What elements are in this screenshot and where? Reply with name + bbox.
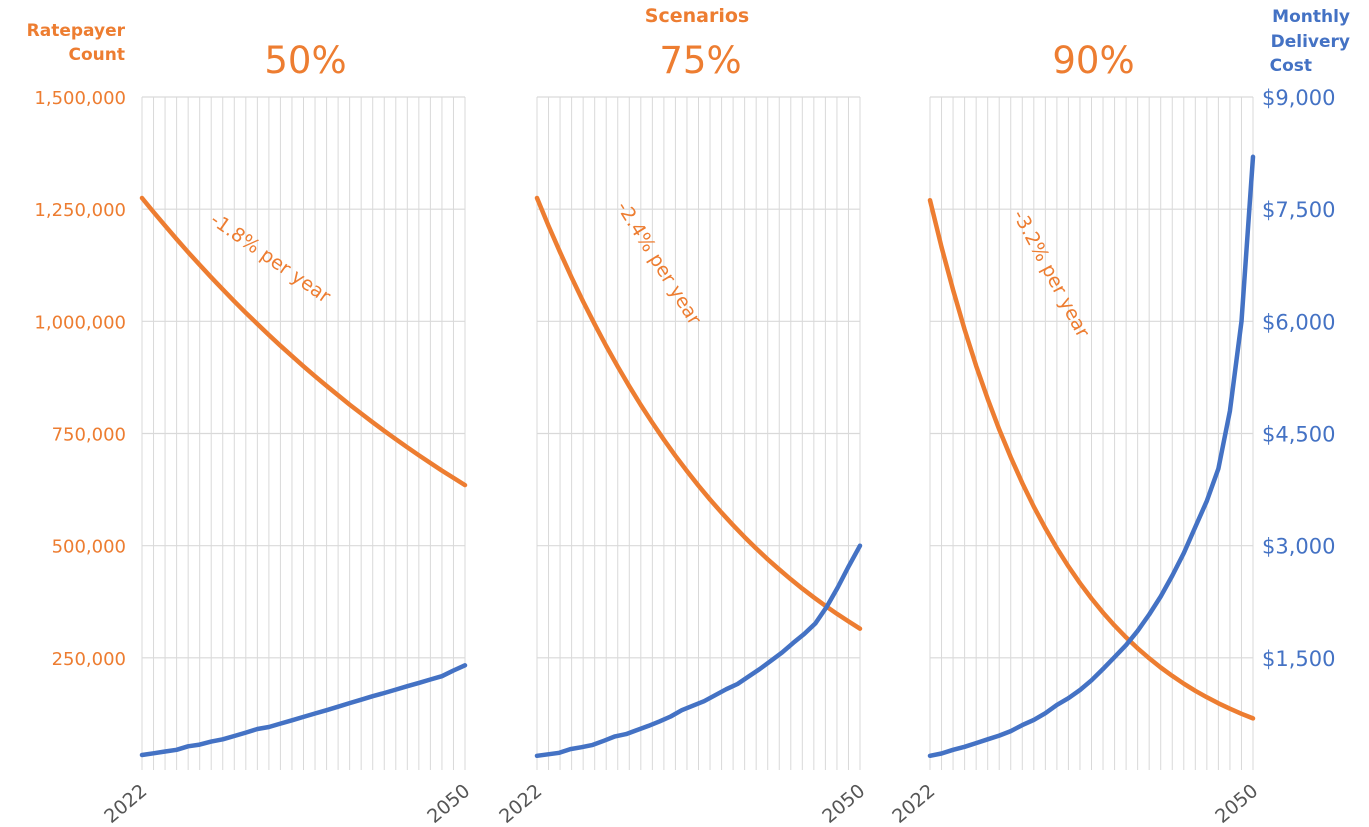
left-axis-ticks: 250,000 500,000 750,000 1,000,000 1,250,000 1… xyxy=(34,88,126,670)
ratepayer-count-line xyxy=(534,195,863,631)
right-axis-tick-label: $3,000 xyxy=(1262,535,1335,559)
ratepayer-count-line xyxy=(927,197,1256,721)
right-axis-tick-label: $7,500 xyxy=(1262,198,1335,222)
x-tick-label: 2050 xyxy=(818,780,869,827)
left-axis-tick-label: 750,000 xyxy=(52,425,126,446)
right-axis-tick-label: $6,000 xyxy=(1262,310,1335,334)
monthly-cost-line xyxy=(534,543,863,759)
left-axis-title-line-1: Ratepayer xyxy=(27,21,126,41)
monthly-cost-line xyxy=(927,154,1256,759)
left-axis-tick-label: 1,250,000 xyxy=(34,200,126,221)
right-axis-title-line-3: Cost xyxy=(1270,56,1312,76)
right-axis-title-line-1: Monthly xyxy=(1272,7,1350,27)
scenario-header: 50% xyxy=(264,39,346,82)
right-axis-ticks: $1,500 $3,000 $4,500 $6,000 $7,500 $9,000 xyxy=(1262,86,1335,671)
x-tick-label: 2050 xyxy=(1211,780,1262,827)
right-axis-tick-label: $1,500 xyxy=(1262,647,1335,671)
x-tick-label: 2022 xyxy=(888,780,939,827)
left-axis-tick-label: 500,000 xyxy=(52,537,126,558)
x-tick-label: 2022 xyxy=(495,780,546,827)
right-axis-tick-label: $4,500 xyxy=(1262,423,1335,447)
left-axis-tick-label: 250,000 xyxy=(52,649,126,670)
scenario-panel: 75% -2.4% per year 2022 2050 xyxy=(495,39,869,827)
right-axis-title-line-2: Delivery xyxy=(1271,32,1350,52)
x-tick-label: 2022 xyxy=(100,780,151,827)
left-axis-tick-label: 1,000,000 xyxy=(34,312,126,333)
x-tick-label: 2050 xyxy=(423,780,474,827)
scenario-header: 75% xyxy=(659,39,741,82)
growth-rate-annotation: -2.4% per year xyxy=(612,198,706,330)
monthly-cost-line xyxy=(139,663,468,758)
scenario-header: 90% xyxy=(1052,39,1134,82)
left-axis-title-line-2: Count xyxy=(69,45,126,65)
chart-title: Scenarios xyxy=(645,5,749,27)
left-axis-tick-label: 1,500,000 xyxy=(34,88,126,109)
ratepayer-count-line xyxy=(139,195,468,488)
right-axis-tick-label: $9,000 xyxy=(1262,86,1335,110)
